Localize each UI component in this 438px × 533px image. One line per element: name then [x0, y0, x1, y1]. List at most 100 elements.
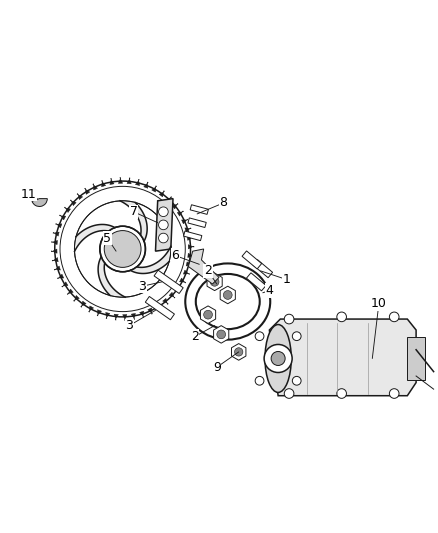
Polygon shape [175, 286, 181, 291]
Polygon shape [159, 191, 165, 197]
Polygon shape [74, 295, 79, 302]
Text: 9: 9 [213, 361, 221, 374]
Circle shape [284, 389, 294, 398]
Polygon shape [57, 274, 64, 279]
Polygon shape [54, 266, 60, 270]
Text: 2: 2 [204, 264, 212, 277]
Circle shape [389, 389, 399, 398]
Circle shape [292, 376, 301, 385]
Polygon shape [144, 182, 148, 188]
Polygon shape [177, 211, 184, 216]
Polygon shape [166, 197, 172, 203]
Polygon shape [253, 260, 272, 278]
Polygon shape [185, 228, 191, 232]
Polygon shape [140, 311, 144, 318]
Circle shape [337, 389, 346, 398]
Circle shape [223, 290, 232, 300]
Polygon shape [180, 278, 186, 283]
Polygon shape [102, 181, 106, 187]
Polygon shape [93, 184, 98, 190]
Text: 3: 3 [125, 319, 133, 332]
Text: 4: 4 [265, 284, 273, 297]
Polygon shape [120, 201, 147, 241]
Polygon shape [110, 179, 114, 184]
Polygon shape [97, 310, 102, 316]
Polygon shape [53, 232, 59, 236]
Circle shape [159, 220, 168, 230]
Polygon shape [407, 336, 425, 381]
Polygon shape [114, 314, 118, 320]
Text: 2: 2 [191, 330, 199, 343]
Polygon shape [184, 270, 190, 274]
Polygon shape [152, 186, 157, 192]
Circle shape [104, 231, 141, 268]
Polygon shape [155, 199, 173, 251]
Circle shape [60, 187, 185, 312]
Polygon shape [74, 224, 115, 252]
Circle shape [210, 278, 219, 286]
Circle shape [284, 314, 294, 324]
Circle shape [204, 310, 212, 319]
Circle shape [389, 312, 399, 322]
Polygon shape [81, 301, 86, 308]
Circle shape [159, 207, 168, 216]
Polygon shape [186, 262, 192, 266]
Polygon shape [155, 304, 161, 310]
Polygon shape [60, 215, 66, 220]
Polygon shape [148, 308, 152, 314]
Circle shape [100, 226, 145, 272]
Text: 8: 8 [219, 197, 227, 209]
Polygon shape [106, 312, 110, 319]
Circle shape [159, 233, 168, 243]
Polygon shape [131, 246, 171, 273]
Polygon shape [247, 273, 266, 291]
Polygon shape [52, 257, 58, 262]
Polygon shape [188, 253, 194, 257]
Polygon shape [52, 240, 57, 245]
Polygon shape [242, 251, 261, 269]
Polygon shape [190, 205, 208, 214]
Polygon shape [214, 326, 229, 343]
Polygon shape [67, 289, 73, 295]
Ellipse shape [196, 274, 260, 329]
Polygon shape [172, 203, 178, 209]
Text: 6: 6 [171, 249, 179, 262]
Polygon shape [98, 257, 125, 297]
Circle shape [51, 177, 194, 320]
Polygon shape [220, 286, 235, 304]
Polygon shape [184, 231, 202, 240]
Ellipse shape [185, 263, 270, 340]
Polygon shape [188, 249, 219, 284]
Polygon shape [207, 273, 222, 290]
Polygon shape [269, 319, 416, 395]
Polygon shape [162, 298, 168, 304]
Circle shape [264, 344, 292, 373]
Circle shape [255, 376, 264, 385]
Text: 3: 3 [138, 280, 146, 293]
Polygon shape [188, 218, 206, 228]
Polygon shape [85, 188, 90, 195]
Polygon shape [187, 236, 193, 240]
Polygon shape [62, 282, 68, 287]
Text: 7: 7 [130, 205, 138, 218]
Ellipse shape [265, 325, 291, 392]
Polygon shape [154, 270, 183, 294]
Polygon shape [70, 200, 76, 206]
Polygon shape [169, 292, 175, 298]
Text: 10: 10 [371, 297, 387, 310]
Polygon shape [182, 219, 188, 224]
Polygon shape [64, 207, 71, 213]
Circle shape [292, 332, 301, 341]
Text: 11: 11 [21, 188, 36, 201]
Circle shape [337, 312, 346, 322]
Wedge shape [32, 199, 47, 206]
Polygon shape [127, 178, 131, 184]
Polygon shape [56, 223, 62, 228]
Circle shape [255, 332, 264, 341]
Circle shape [217, 330, 226, 339]
Polygon shape [145, 296, 174, 320]
Polygon shape [123, 314, 127, 320]
Polygon shape [201, 306, 215, 324]
Polygon shape [118, 177, 123, 183]
Polygon shape [88, 306, 94, 312]
